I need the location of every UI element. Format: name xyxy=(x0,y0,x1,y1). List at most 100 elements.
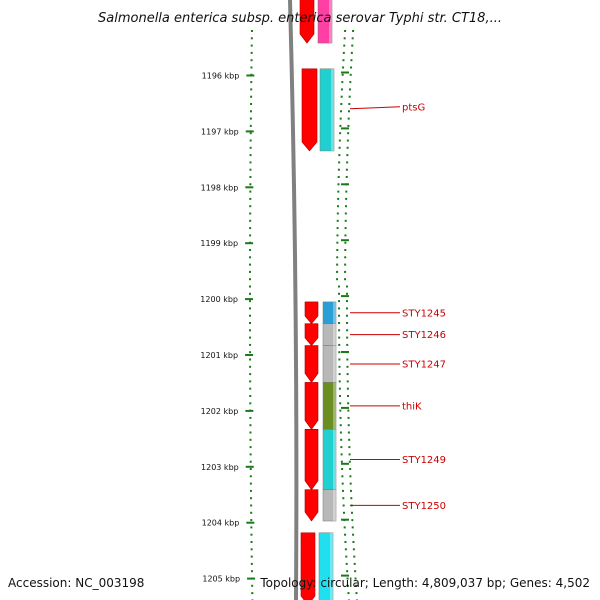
gene-category-thiK-shade xyxy=(333,382,336,430)
track-dot xyxy=(346,322,349,324)
track-dot xyxy=(340,446,343,449)
gene-arrow-thiK[interactable] xyxy=(304,382,319,430)
gene-label-STY1249[interactable]: STY1249 xyxy=(402,455,446,466)
track-dot xyxy=(353,562,356,565)
gene-arrow-STY1250[interactable] xyxy=(304,489,319,522)
track-dot xyxy=(343,526,346,529)
scale-dot xyxy=(249,154,252,157)
scale-dot xyxy=(249,475,252,478)
gene-arrow-ptsG[interactable] xyxy=(301,68,318,152)
track-dot xyxy=(354,577,357,580)
track-dot xyxy=(342,51,345,54)
scale-dot xyxy=(249,402,252,405)
gene-label-STY1246[interactable]: STY1246 xyxy=(402,330,446,341)
scale-tick-label: 1201 kbp xyxy=(200,351,238,360)
track-dot xyxy=(346,365,349,368)
track-dot xyxy=(346,380,349,383)
track-dot xyxy=(344,548,347,551)
track-dot xyxy=(345,562,348,565)
track-dot xyxy=(350,497,353,500)
gene-arrow-STY1249[interactable] xyxy=(304,429,319,491)
gene-label-STY1245[interactable]: STY1245 xyxy=(402,308,446,319)
track-dot xyxy=(341,475,344,478)
track-dot xyxy=(336,256,339,259)
scale-dot xyxy=(250,511,253,514)
gene-arrow-STY1247[interactable] xyxy=(304,345,319,383)
track-dot xyxy=(346,154,349,157)
category-track xyxy=(317,0,337,600)
track-dot xyxy=(349,468,352,470)
track-dot xyxy=(355,592,358,595)
scale-dot xyxy=(250,541,253,543)
scale-dot xyxy=(250,95,253,98)
track-dot xyxy=(348,460,351,463)
track-dot xyxy=(338,365,341,368)
gene-label-STY1247[interactable]: STY1247 xyxy=(402,359,446,370)
track-dot xyxy=(339,395,342,397)
gene-arrow-STY1246[interactable] xyxy=(304,323,319,346)
track-dot xyxy=(348,453,351,456)
scale-dot xyxy=(249,285,252,288)
track-dot xyxy=(347,424,350,427)
scale-tick-label: 1202 kbp xyxy=(201,407,239,416)
gene-label-thiK[interactable]: thiK xyxy=(402,401,422,412)
scale-dot xyxy=(249,146,252,149)
edge-gene-category xyxy=(318,532,334,600)
track-dot xyxy=(350,511,353,514)
track-dot xyxy=(336,249,339,251)
track-dot xyxy=(347,117,350,120)
track-dot xyxy=(351,37,354,40)
accession-text: Accession: NC_003198 xyxy=(8,576,144,590)
gene-label-ptsG[interactable]: ptsG xyxy=(402,102,425,113)
track-dot xyxy=(341,73,344,76)
track-dot xyxy=(339,431,342,434)
track-dot xyxy=(350,51,353,54)
track-dot xyxy=(344,263,347,266)
scale-tick-label: 1198 kbp xyxy=(201,183,239,192)
track-dot xyxy=(341,482,344,485)
scale-dot xyxy=(250,30,253,32)
gene-category-STY1249-shade xyxy=(333,429,336,490)
scale-dot xyxy=(250,548,253,551)
scale-dot xyxy=(250,562,253,565)
track-dot xyxy=(343,44,346,47)
track-dot xyxy=(338,373,341,376)
edge-gene-arrow[interactable] xyxy=(300,532,316,600)
track-dot xyxy=(351,526,354,529)
track-dot xyxy=(346,358,349,361)
genome-title: Salmonella enterica subsp. enterica sero… xyxy=(98,11,502,26)
topology-text: Topology: circular; Length: 4,809,037 bp… xyxy=(259,576,590,590)
track-dot xyxy=(339,409,342,412)
track-dot xyxy=(347,584,350,587)
track-dot xyxy=(350,489,353,492)
scale-dot xyxy=(249,424,252,427)
track-dot xyxy=(351,44,354,47)
scale-dot xyxy=(250,519,253,522)
track-dot xyxy=(355,584,358,587)
track-dot xyxy=(348,88,351,91)
track-dot xyxy=(339,124,342,127)
track-dot xyxy=(338,285,341,288)
track-dot xyxy=(338,154,341,157)
scale-dot xyxy=(249,270,252,273)
track-dot xyxy=(349,482,352,485)
track-dot xyxy=(339,402,342,405)
track-dot xyxy=(346,292,349,295)
gene-labels: ptsG STY1245 STY1246 STY1247 thiK STY1249 STY1… xyxy=(349,102,446,512)
gene-arrow-STY1245[interactable] xyxy=(304,301,319,325)
scale-dot xyxy=(250,51,253,54)
track-dot xyxy=(344,227,347,230)
track-dot xyxy=(346,161,349,164)
track-dot xyxy=(349,81,352,84)
scale-dot xyxy=(249,446,252,449)
track-dot xyxy=(344,533,347,536)
track-dot xyxy=(338,351,341,354)
track-dot xyxy=(342,504,345,507)
scale-dot xyxy=(249,168,252,171)
gene-label-STY1250[interactable]: STY1250 xyxy=(402,501,446,512)
scale-ruler: 1196 kbp 1197 kbp 1198 kbp 1199 kbp 1200 kbp… xyxy=(200,30,256,600)
track-dot xyxy=(352,533,355,536)
track-dot xyxy=(346,387,349,390)
edge-gene-arrow[interactable] xyxy=(299,0,315,44)
track-dot xyxy=(347,110,350,113)
